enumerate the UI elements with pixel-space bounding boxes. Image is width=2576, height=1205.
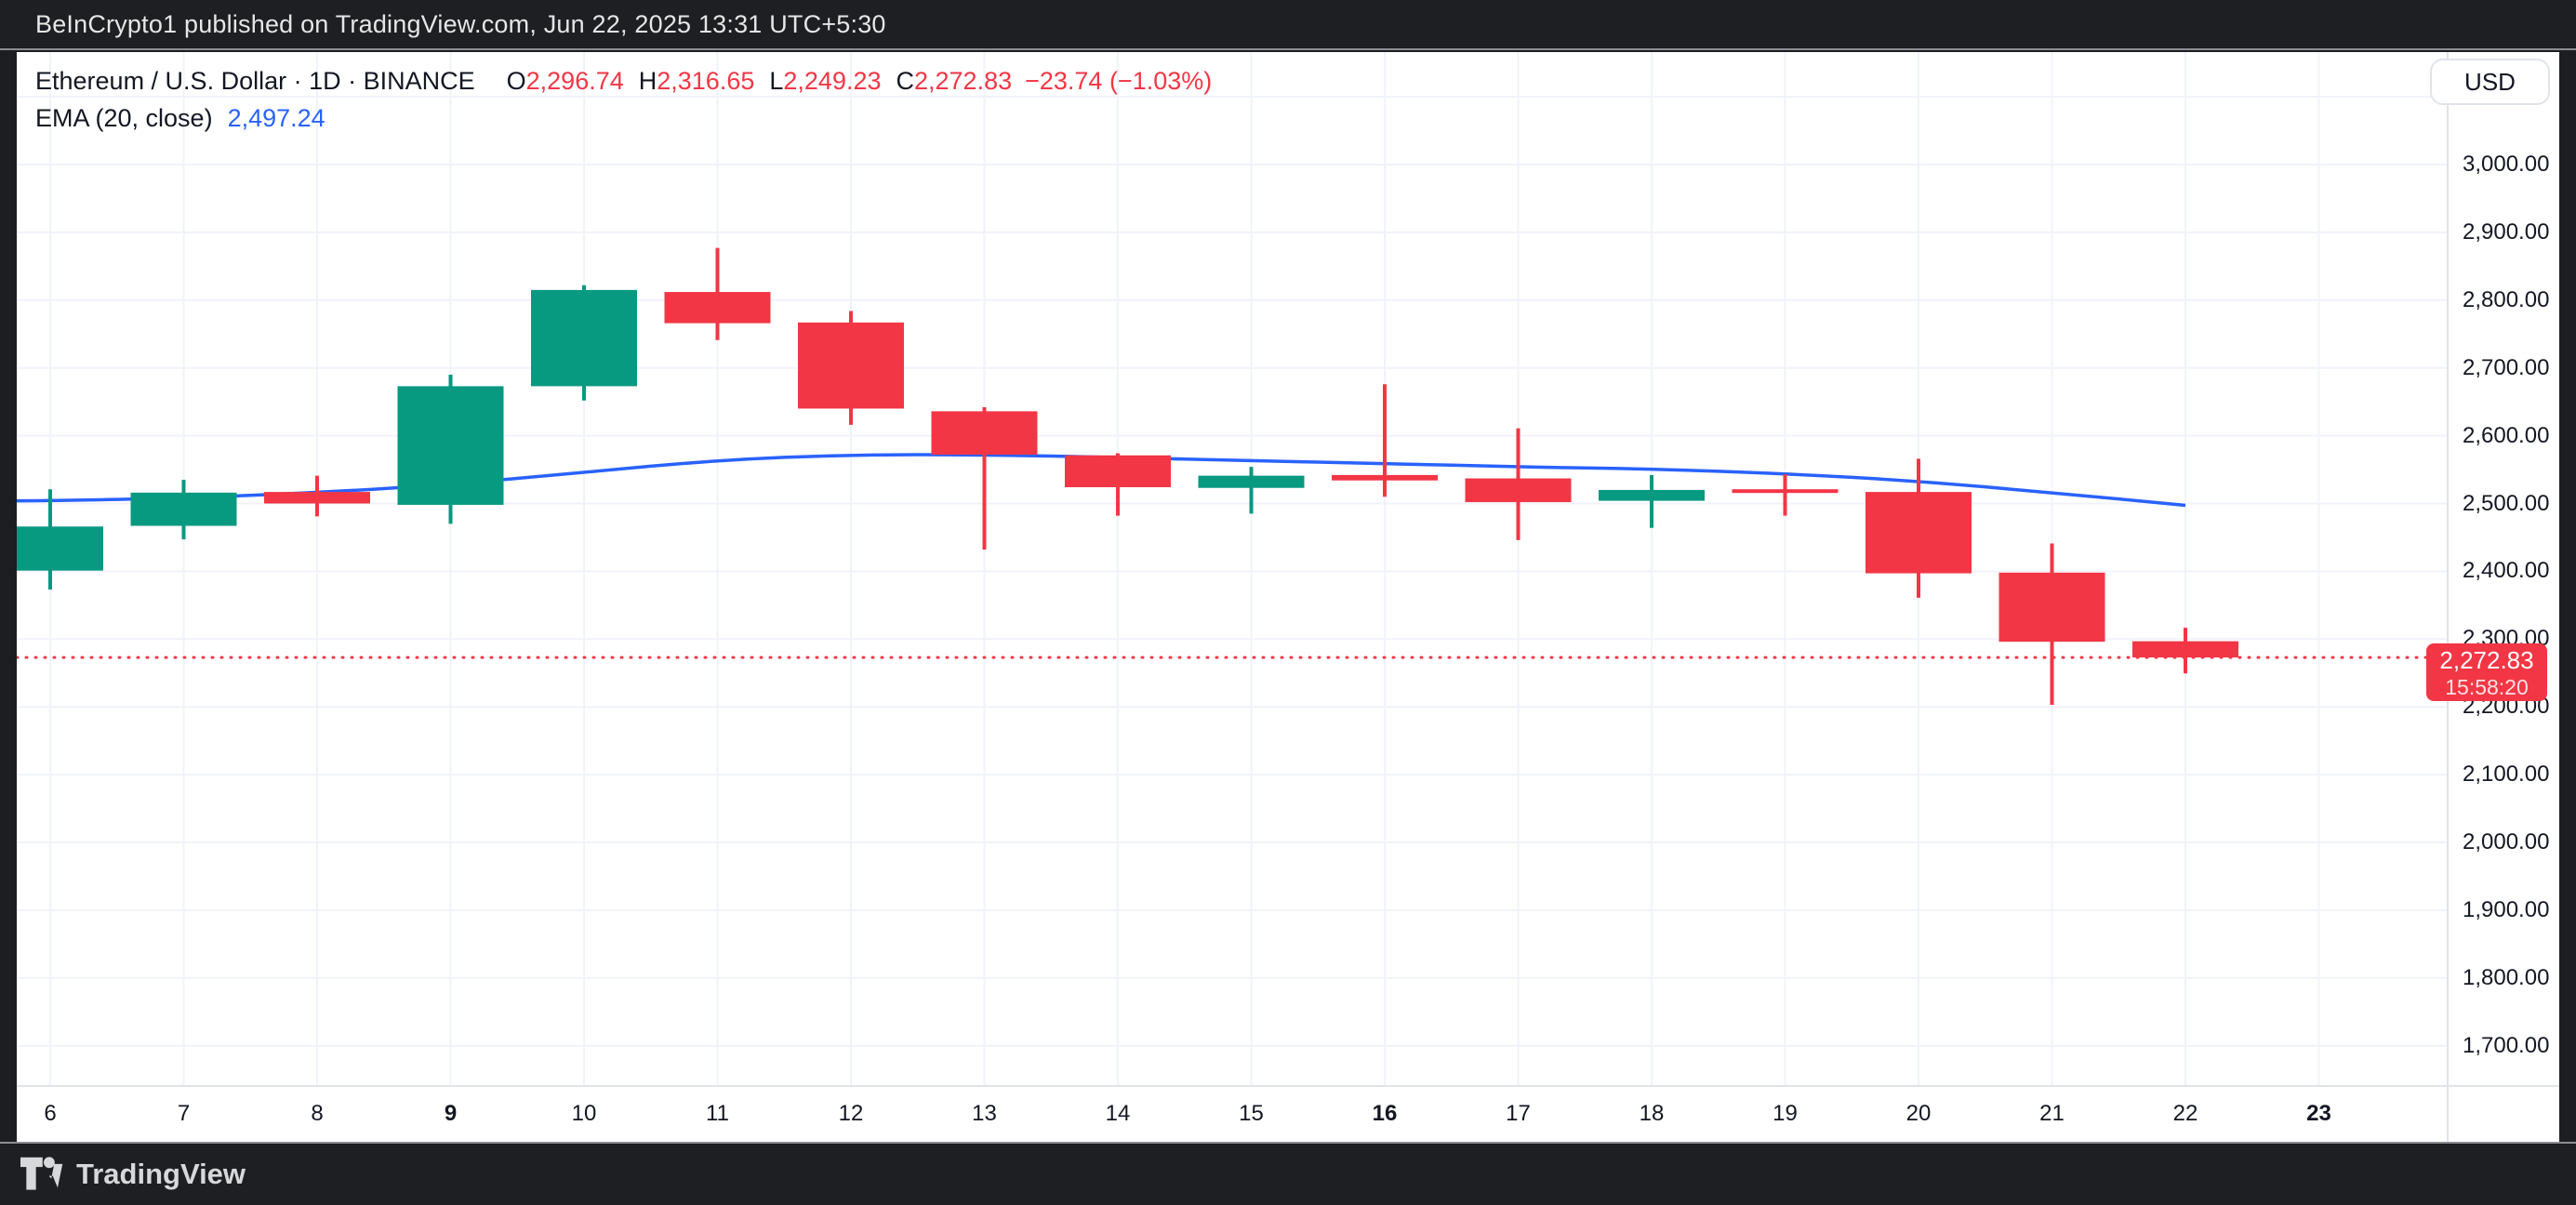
price-axis-label: 2,600.00	[2463, 422, 2550, 448]
time-axis-label: 12	[838, 1101, 864, 1126]
high-label: H	[638, 67, 657, 95]
candle-body	[798, 322, 904, 409]
candle-body	[1866, 492, 1972, 574]
candle-body	[664, 292, 771, 324]
price-axis-label: 2,700.00	[2463, 354, 2550, 380]
time-axis-label: 6	[44, 1101, 57, 1126]
time-axis-label: 14	[1105, 1101, 1131, 1126]
candle-body	[2132, 641, 2238, 658]
candle[interactable]	[931, 406, 1038, 550]
open-label: O	[506, 67, 526, 95]
price-axis-label: 2,800.00	[2463, 286, 2550, 312]
candle[interactable]	[1198, 467, 1305, 514]
open-value: 2,296.74	[525, 67, 624, 95]
candle[interactable]	[1465, 428, 1572, 540]
time-axis-label: 13	[972, 1101, 997, 1126]
change-value: −23.74 (−1.03%)	[1025, 67, 1213, 95]
candle[interactable]	[1599, 474, 1705, 528]
tradingview-logo-icon[interactable]	[20, 1156, 63, 1193]
time-axis-label: 8	[311, 1101, 324, 1126]
time-axis-label: 16	[1372, 1101, 1398, 1126]
plot-area	[0, 52, 2448, 1086]
candle[interactable]	[397, 374, 504, 524]
footer-bar: TradingView	[0, 1142, 2576, 1205]
high-value: 2,316.65	[657, 67, 755, 95]
low-value: 2,249.23	[783, 67, 882, 95]
candle-body	[130, 492, 237, 526]
candle[interactable]	[1998, 543, 2105, 706]
chart-legend: Ethereum / U.S. Dollar · 1D · BINANCE O2,…	[35, 65, 1212, 134]
time-axis-label: 19	[1773, 1101, 1798, 1126]
time-axis-label: 15	[1239, 1101, 1264, 1126]
time-axis-label: 22	[2172, 1101, 2198, 1126]
price-axis-label: 3,000.00	[2463, 152, 2550, 177]
bar-countdown-timer: 15:58:20	[2445, 675, 2529, 699]
candle[interactable]	[130, 479, 237, 540]
tradingview-brand-text[interactable]: TradingView	[76, 1158, 246, 1190]
close-value: 2,272.83	[914, 67, 1013, 95]
ohlc-values: O2,296.74 H2,316.65 L2,249.23 C2,272.83 −23.…	[492, 67, 1213, 95]
time-axis-label: 20	[1905, 1101, 1932, 1126]
candle-body	[1065, 455, 1171, 488]
close-label: C	[896, 67, 915, 95]
candle-body	[1732, 489, 1839, 494]
candle[interactable]	[0, 489, 103, 590]
time-axis-label: 9	[444, 1101, 458, 1126]
candle-body	[1198, 475, 1305, 488]
candle[interactable]	[1866, 458, 1972, 598]
time-axis-label: 23	[2306, 1101, 2331, 1126]
candle-body	[931, 411, 1038, 456]
candle-body	[264, 492, 370, 504]
candle[interactable]	[798, 311, 904, 425]
publish-header-text: BeInCrypto1 published on TradingView.com…	[35, 9, 886, 38]
candle[interactable]	[1732, 474, 1839, 516]
candle-body	[1599, 489, 1705, 501]
current-price-value: 2,272.83	[2439, 646, 2534, 674]
candle-body	[1465, 478, 1572, 503]
indicator-legend-row[interactable]: EMA (20, close) 2,497.24	[35, 102, 1212, 134]
candle[interactable]	[1332, 384, 1438, 497]
candle[interactable]	[2132, 628, 2238, 674]
currency-toggle-button[interactable]: USD	[2430, 59, 2550, 105]
current-price-tag: 2,272.83 15:58:20	[2426, 643, 2547, 701]
time-axis-label: 21	[2039, 1101, 2065, 1126]
candle-body	[17, 526, 103, 571]
symbol-title[interactable]: Ethereum / U.S. Dollar · 1D · BINANCE	[35, 67, 475, 95]
price-axis-label: 2,000.00	[2463, 829, 2550, 854]
symbol-legend-row[interactable]: Ethereum / U.S. Dollar · 1D · BINANCE O2,…	[35, 65, 1212, 97]
price-axis-label: 1,700.00	[2463, 1032, 2550, 1058]
publish-header-bar: BeInCrypto1 published on TradingView.com…	[0, 0, 2576, 50]
price-axis-label: 2,900.00	[2463, 218, 2550, 245]
price-axis-label: 1,800.00	[2463, 964, 2550, 990]
ema-indicator-value: 2,497.24	[227, 104, 325, 132]
currency-toggle-label: USD	[2464, 67, 2516, 96]
candle[interactable]	[531, 285, 637, 401]
time-axis-label: 7	[177, 1101, 191, 1126]
time-axis-label: 10	[571, 1101, 597, 1126]
time-axis-label: 17	[1506, 1101, 1531, 1126]
time-axis-label: 18	[1639, 1101, 1665, 1126]
ema-line	[17, 453, 2186, 508]
candle[interactable]	[1065, 453, 1171, 516]
candle-body	[1332, 474, 1438, 481]
chart-panel	[17, 52, 2559, 1142]
candle[interactable]	[664, 247, 771, 340]
price-axis-label: 2,400.00	[2463, 558, 2550, 584]
candle-body	[397, 386, 504, 505]
price-axis-label: 1,900.00	[2463, 896, 2550, 922]
low-label: L	[769, 67, 784, 95]
candle-body	[531, 289, 637, 387]
candle[interactable]	[264, 475, 370, 517]
price-axis-label: 2,100.00	[2463, 761, 2550, 788]
price-axis-label: 2,500.00	[2463, 490, 2550, 516]
time-axis-label: 11	[706, 1101, 729, 1126]
candle-body	[1998, 572, 2105, 642]
ema-indicator-name[interactable]: EMA (20, close)	[35, 104, 213, 132]
